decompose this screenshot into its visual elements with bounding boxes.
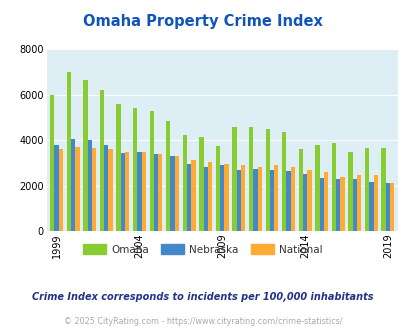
Bar — [314, 145, 319, 231]
Bar — [232, 127, 236, 231]
Bar — [241, 165, 245, 231]
Bar — [133, 109, 137, 231]
Text: Crime Index corresponds to incidents per 100,000 inhabitants: Crime Index corresponds to incidents per… — [32, 292, 373, 302]
Bar — [273, 165, 278, 231]
Bar — [158, 154, 162, 231]
Bar — [356, 175, 360, 231]
Bar — [137, 151, 141, 231]
Bar — [199, 137, 203, 231]
Bar — [104, 145, 108, 231]
Bar — [253, 169, 257, 231]
Bar — [281, 132, 286, 231]
Bar — [265, 129, 269, 231]
Bar — [170, 156, 174, 231]
Bar — [323, 172, 327, 231]
Bar — [83, 80, 87, 231]
Bar — [248, 127, 253, 231]
Bar — [75, 147, 79, 231]
Bar — [54, 145, 59, 231]
Bar — [307, 170, 311, 231]
Bar — [257, 167, 261, 231]
Bar — [100, 90, 104, 231]
Bar — [335, 179, 339, 231]
Bar — [368, 182, 373, 231]
Bar — [108, 149, 113, 231]
Bar — [269, 170, 273, 231]
Bar — [66, 72, 71, 231]
Bar — [59, 149, 63, 231]
Bar — [290, 167, 294, 231]
Bar — [319, 178, 323, 231]
Bar — [153, 154, 158, 231]
Bar — [331, 143, 335, 231]
Bar — [203, 167, 207, 231]
Bar — [120, 153, 125, 231]
Bar — [166, 121, 170, 231]
Bar — [220, 165, 224, 231]
Bar — [339, 177, 344, 231]
Bar — [298, 149, 302, 231]
Bar — [191, 159, 195, 231]
Text: © 2025 CityRating.com - https://www.cityrating.com/crime-statistics/: © 2025 CityRating.com - https://www.city… — [64, 317, 341, 326]
Bar — [71, 139, 75, 231]
Bar — [141, 152, 145, 231]
Bar — [174, 156, 179, 231]
Bar — [187, 164, 191, 231]
Bar — [286, 171, 290, 231]
Bar — [385, 183, 389, 231]
Bar — [347, 151, 352, 231]
Bar — [149, 111, 153, 231]
Bar — [224, 164, 228, 231]
Bar — [373, 176, 377, 231]
Bar — [116, 104, 120, 231]
Bar — [87, 140, 92, 231]
Bar — [302, 174, 307, 231]
Bar — [364, 148, 368, 231]
Bar — [92, 148, 96, 231]
Bar — [352, 179, 356, 231]
Bar — [215, 146, 220, 231]
Bar — [182, 135, 187, 231]
Bar — [381, 148, 385, 231]
Legend: Omaha, Nebraska, National: Omaha, Nebraska, National — [79, 240, 326, 259]
Bar — [389, 183, 393, 231]
Bar — [207, 162, 212, 231]
Text: Omaha Property Crime Index: Omaha Property Crime Index — [83, 14, 322, 29]
Bar — [50, 95, 54, 231]
Bar — [236, 170, 241, 231]
Bar — [125, 151, 129, 231]
